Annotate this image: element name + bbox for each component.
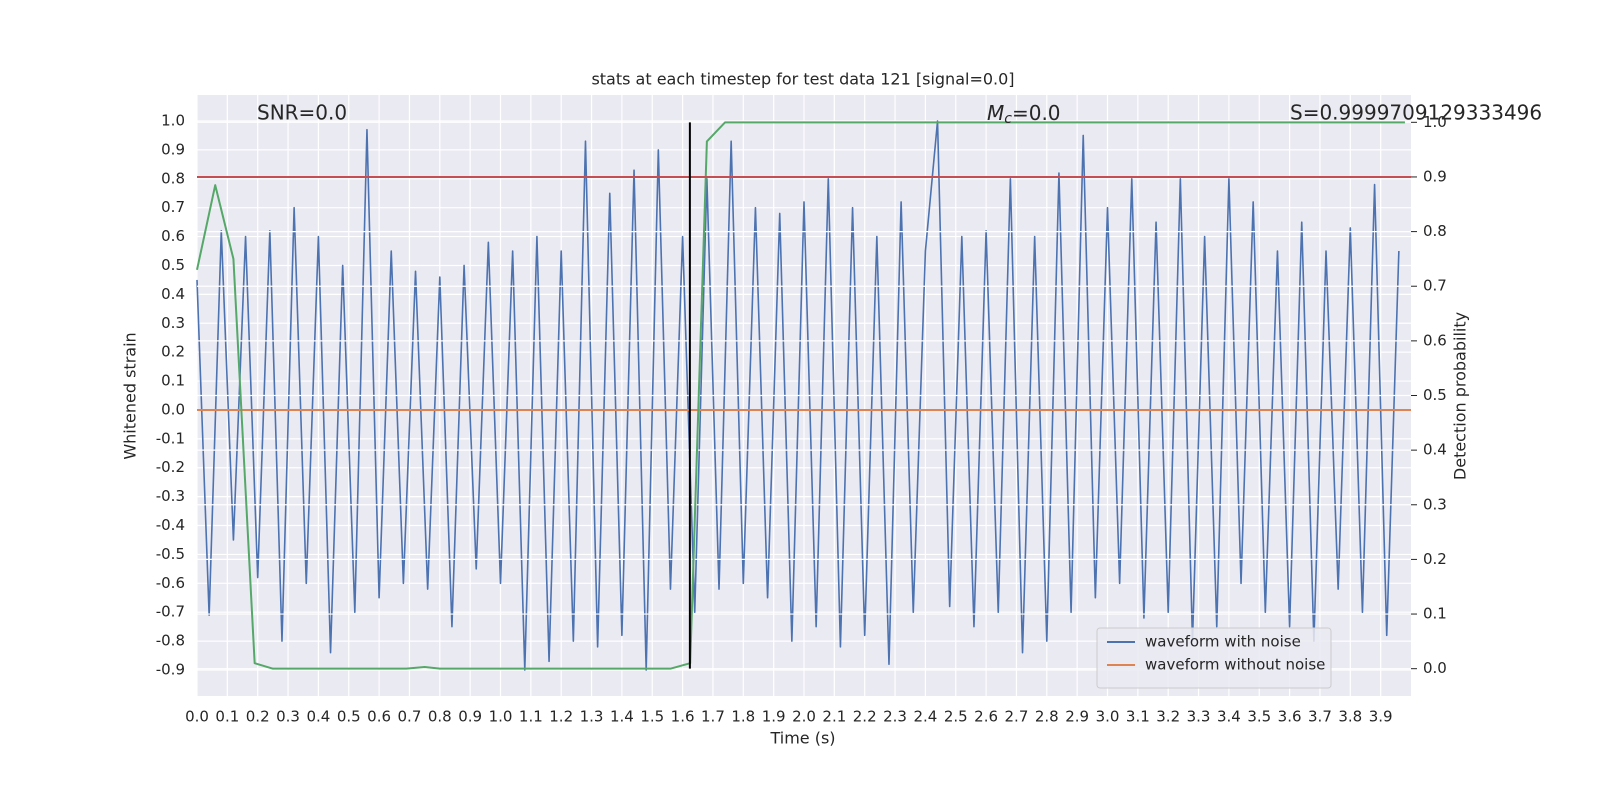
x-tick-label: 2.5 — [944, 708, 968, 726]
x-tick-label: 2.9 — [1065, 708, 1089, 726]
y2-tick-label: 0.8 — [1423, 222, 1447, 240]
y2-tick-label: 0.0 — [1423, 659, 1447, 677]
x-tick-label: 1.2 — [549, 708, 573, 726]
x-tick-label: 0.9 — [458, 708, 482, 726]
x-tick-label: 3.0 — [1096, 708, 1120, 726]
x-tick-label: 2.7 — [1005, 708, 1029, 726]
legend-label: waveform without noise — [1145, 656, 1325, 674]
y2-tick-label: 1.0 — [1423, 113, 1447, 131]
x-tick-label: 0.3 — [276, 708, 300, 726]
y-tick-label: -0.8 — [156, 632, 185, 650]
annotation-value: =0.0 — [1012, 101, 1061, 125]
y-axis-label: Whitened strain — [121, 332, 140, 459]
y-tick-label: -0.3 — [156, 487, 185, 505]
y-tick-label: -0.7 — [156, 603, 185, 621]
annotation-subscript: c — [1004, 111, 1012, 127]
legend-label: waveform with noise — [1145, 633, 1301, 651]
x-tick-label: 3.4 — [1217, 708, 1241, 726]
y2-tick-label: 0.2 — [1423, 550, 1447, 568]
x-tick-label: 2.6 — [974, 708, 998, 726]
y-tick-label: 0.1 — [161, 372, 185, 390]
x-tick-label: 3.5 — [1247, 708, 1271, 726]
x-tick-label: 1.6 — [671, 708, 695, 726]
x-tick-label: 1.0 — [489, 708, 513, 726]
y2-tick-label: 0.9 — [1423, 167, 1447, 185]
y-tick-label: 0.3 — [161, 314, 185, 332]
x-tick-label: 0.6 — [367, 708, 391, 726]
x-tick-label: 0.1 — [215, 708, 239, 726]
x-tick-label: 2.1 — [822, 708, 846, 726]
x-tick-label: 2.4 — [913, 708, 937, 726]
x-tick-label: 1.7 — [701, 708, 725, 726]
x-tick-label: 3.3 — [1187, 708, 1211, 726]
x-tick-label: 3.8 — [1338, 708, 1362, 726]
x-tick-label: 0.4 — [306, 708, 330, 726]
y2-axis-label: Detection probability — [1451, 312, 1470, 480]
y-tick-label: 0.7 — [161, 198, 185, 216]
y2-tick-label: 0.3 — [1423, 495, 1447, 513]
annotation: SNR=0.0 — [257, 101, 347, 125]
legend-box — [1096, 627, 1332, 689]
annotation-symbol: M — [987, 101, 1004, 125]
y-tick-label: -0.5 — [156, 545, 185, 563]
x-tick-label: 3.1 — [1126, 708, 1150, 726]
series-line — [196, 121, 1405, 670]
x-tick-label: 0.7 — [398, 708, 422, 726]
annotation: Mc=0.0 — [987, 101, 1061, 128]
x-tick-label: 1.9 — [762, 708, 786, 726]
annotation: S=0.9999709129333496 — [1290, 101, 1542, 125]
x-tick-label: 1.8 — [731, 708, 755, 726]
x-tick-label: 1.4 — [610, 708, 634, 726]
y2-tick-label: 0.4 — [1423, 441, 1447, 459]
x-tick-label: 0.5 — [337, 708, 361, 726]
y2-tick-label: 0.6 — [1423, 331, 1447, 349]
y-tick-label: -0.9 — [156, 660, 185, 678]
x-tick-label: 2.2 — [853, 708, 877, 726]
x-tick-label: 0.0 — [185, 708, 209, 726]
x-axis-label: Time (s) — [769, 729, 835, 748]
y-tick-label: 0.9 — [161, 140, 185, 158]
x-tick-label: 2.3 — [883, 708, 907, 726]
y2-tick-label: 0.5 — [1423, 386, 1447, 404]
y2-tick-label: 0.1 — [1423, 605, 1447, 623]
chart-title: stats at each timestep for test data 121… — [591, 70, 1014, 89]
y-tick-label: 0.8 — [161, 169, 185, 187]
x-tick-label: 3.7 — [1308, 708, 1332, 726]
y-tick-label: 0.2 — [161, 343, 185, 361]
x-tick-label: 3.9 — [1369, 708, 1393, 726]
x-tick-label: 0.8 — [428, 708, 452, 726]
x-tick-label: 1.3 — [580, 708, 604, 726]
x-tick-label: 3.2 — [1156, 708, 1180, 726]
y-tick-label: -0.4 — [156, 516, 185, 534]
y-tick-label: -0.6 — [156, 574, 185, 592]
x-tick-label: 0.2 — [246, 708, 270, 726]
x-tick-label: 1.1 — [519, 708, 543, 726]
y-tick-label: -0.2 — [156, 458, 185, 476]
y-tick-label: 1.0 — [161, 112, 185, 130]
y-tick-label: -0.1 — [156, 429, 185, 447]
y-tick-label: 0.6 — [161, 227, 185, 245]
y-tick-label: 0.0 — [161, 400, 185, 418]
y2-tick-label: 0.7 — [1423, 277, 1447, 295]
y-tick-label: 0.5 — [161, 256, 185, 274]
x-tick-label: 1.5 — [640, 708, 664, 726]
y-tick-label: 0.4 — [161, 285, 185, 303]
x-tick-label: 2.8 — [1035, 708, 1059, 726]
x-tick-label: 2.0 — [792, 708, 816, 726]
x-tick-label: 3.6 — [1278, 708, 1302, 726]
series-line — [196, 120, 1400, 671]
